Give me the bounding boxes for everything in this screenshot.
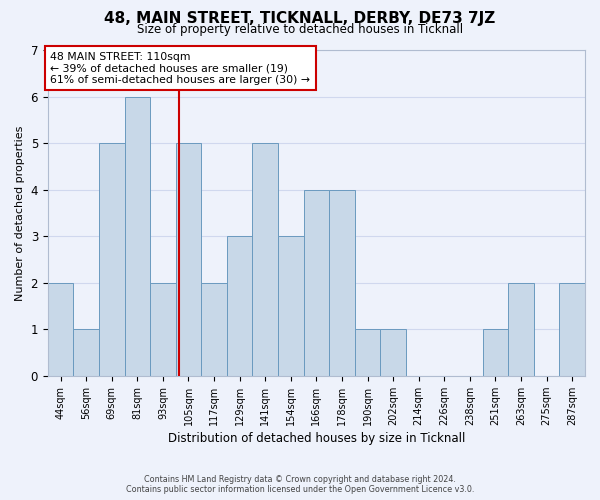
Bar (253, 143, 278, 376)
Bar (355, 330, 380, 376)
Bar (278, 236, 304, 376)
Text: 48, MAIN STREET, TICKNALL, DERBY, DE73 7JZ: 48, MAIN STREET, TICKNALL, DERBY, DE73 7… (104, 11, 496, 26)
Bar (201, 282, 227, 376)
Bar (125, 96, 150, 376)
Bar (73, 330, 99, 376)
Bar (559, 282, 585, 376)
Bar (508, 282, 534, 376)
X-axis label: Distribution of detached houses by size in Ticknall: Distribution of detached houses by size … (168, 432, 465, 445)
Text: 48 MAIN STREET: 110sqm
← 39% of detached houses are smaller (19)
61% of semi-det: 48 MAIN STREET: 110sqm ← 39% of detached… (50, 52, 310, 85)
Text: Contains HM Land Registry data © Crown copyright and database right 2024.
Contai: Contains HM Land Registry data © Crown c… (126, 474, 474, 494)
Bar (227, 236, 253, 376)
Bar (329, 190, 355, 376)
Y-axis label: Number of detached properties: Number of detached properties (15, 125, 25, 300)
Bar (380, 330, 406, 376)
Bar (150, 282, 176, 376)
Bar (99, 143, 125, 376)
Bar (482, 330, 508, 376)
Bar (176, 143, 201, 376)
Text: Size of property relative to detached houses in Ticknall: Size of property relative to detached ho… (137, 24, 463, 36)
Bar (304, 190, 329, 376)
Bar (48, 282, 73, 376)
